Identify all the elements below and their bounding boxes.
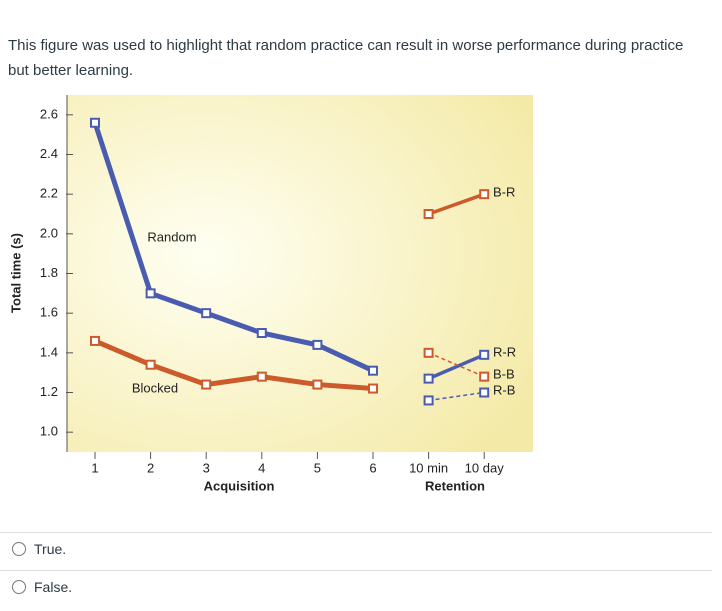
y-tick-label: 2.0 xyxy=(40,225,58,240)
data-point xyxy=(256,371,267,382)
x-axis-label: Retention xyxy=(425,478,485,493)
x-tick-label: 4 xyxy=(258,460,265,475)
series-label: Blocked xyxy=(132,380,178,395)
data-point xyxy=(312,339,323,350)
data-point xyxy=(145,359,156,370)
option-label: False. xyxy=(34,579,73,595)
y-tick-label: 2.2 xyxy=(40,186,58,201)
x-axis-label: Acquisition xyxy=(204,478,275,493)
data-point xyxy=(145,288,156,299)
divider xyxy=(0,570,712,571)
series-line xyxy=(427,353,485,381)
x-tick-label: 1 xyxy=(91,460,98,475)
option[interactable]: False. xyxy=(12,579,72,595)
radio-button[interactable] xyxy=(12,580,26,594)
series-label: B-B xyxy=(493,366,515,381)
divider xyxy=(0,532,712,533)
data-point xyxy=(479,349,490,360)
data-point xyxy=(423,209,434,219)
data-point xyxy=(368,365,378,376)
question-text: This figure was used to highlight that r… xyxy=(8,37,684,79)
y-axis-label: Total time (s) xyxy=(8,233,23,313)
series-line xyxy=(92,121,375,373)
radio-button[interactable] xyxy=(12,542,26,556)
y-tick-label: 2.4 xyxy=(40,146,58,161)
x-tick-label: 5 xyxy=(314,460,321,475)
option[interactable]: True. xyxy=(12,541,66,557)
y-tick-label: 1.4 xyxy=(40,344,58,359)
series-label: Random xyxy=(147,229,196,244)
data-point xyxy=(312,379,323,390)
chart: Total time (s) Acquisition Retention 1.0… xyxy=(8,95,533,493)
series-label: R-B xyxy=(493,382,515,397)
data-point xyxy=(423,373,434,384)
y-tick-label: 2.6 xyxy=(40,106,58,121)
x-tick-label: 10 min xyxy=(409,460,448,475)
data-point xyxy=(479,371,490,382)
data-point xyxy=(479,387,490,398)
data-point xyxy=(368,383,378,394)
series-label: B-R xyxy=(493,184,515,199)
data-point xyxy=(423,347,434,358)
data-point xyxy=(423,395,434,406)
y-tick-label: 1.0 xyxy=(40,424,58,439)
data-point xyxy=(479,189,490,200)
y-tick-label: 1.8 xyxy=(40,265,58,280)
option-label: True. xyxy=(34,541,67,557)
data-point xyxy=(90,335,100,346)
data-point xyxy=(90,117,100,128)
data-point xyxy=(201,379,212,390)
y-tick-label: 1.6 xyxy=(40,305,58,320)
x-tick-label: 3 xyxy=(203,460,210,475)
series-line xyxy=(428,192,485,216)
y-tick-label: 1.2 xyxy=(40,384,58,399)
x-tick-label: 10 day xyxy=(465,460,505,475)
series-line xyxy=(428,352,485,378)
data-point xyxy=(201,308,212,319)
series-line xyxy=(428,391,485,402)
x-tick-label: 6 xyxy=(369,460,376,475)
x-tick-label: 2 xyxy=(147,460,154,475)
data-point xyxy=(256,328,267,338)
plot-area xyxy=(67,95,533,452)
series-label: R-R xyxy=(493,344,516,359)
series-line xyxy=(94,338,374,392)
